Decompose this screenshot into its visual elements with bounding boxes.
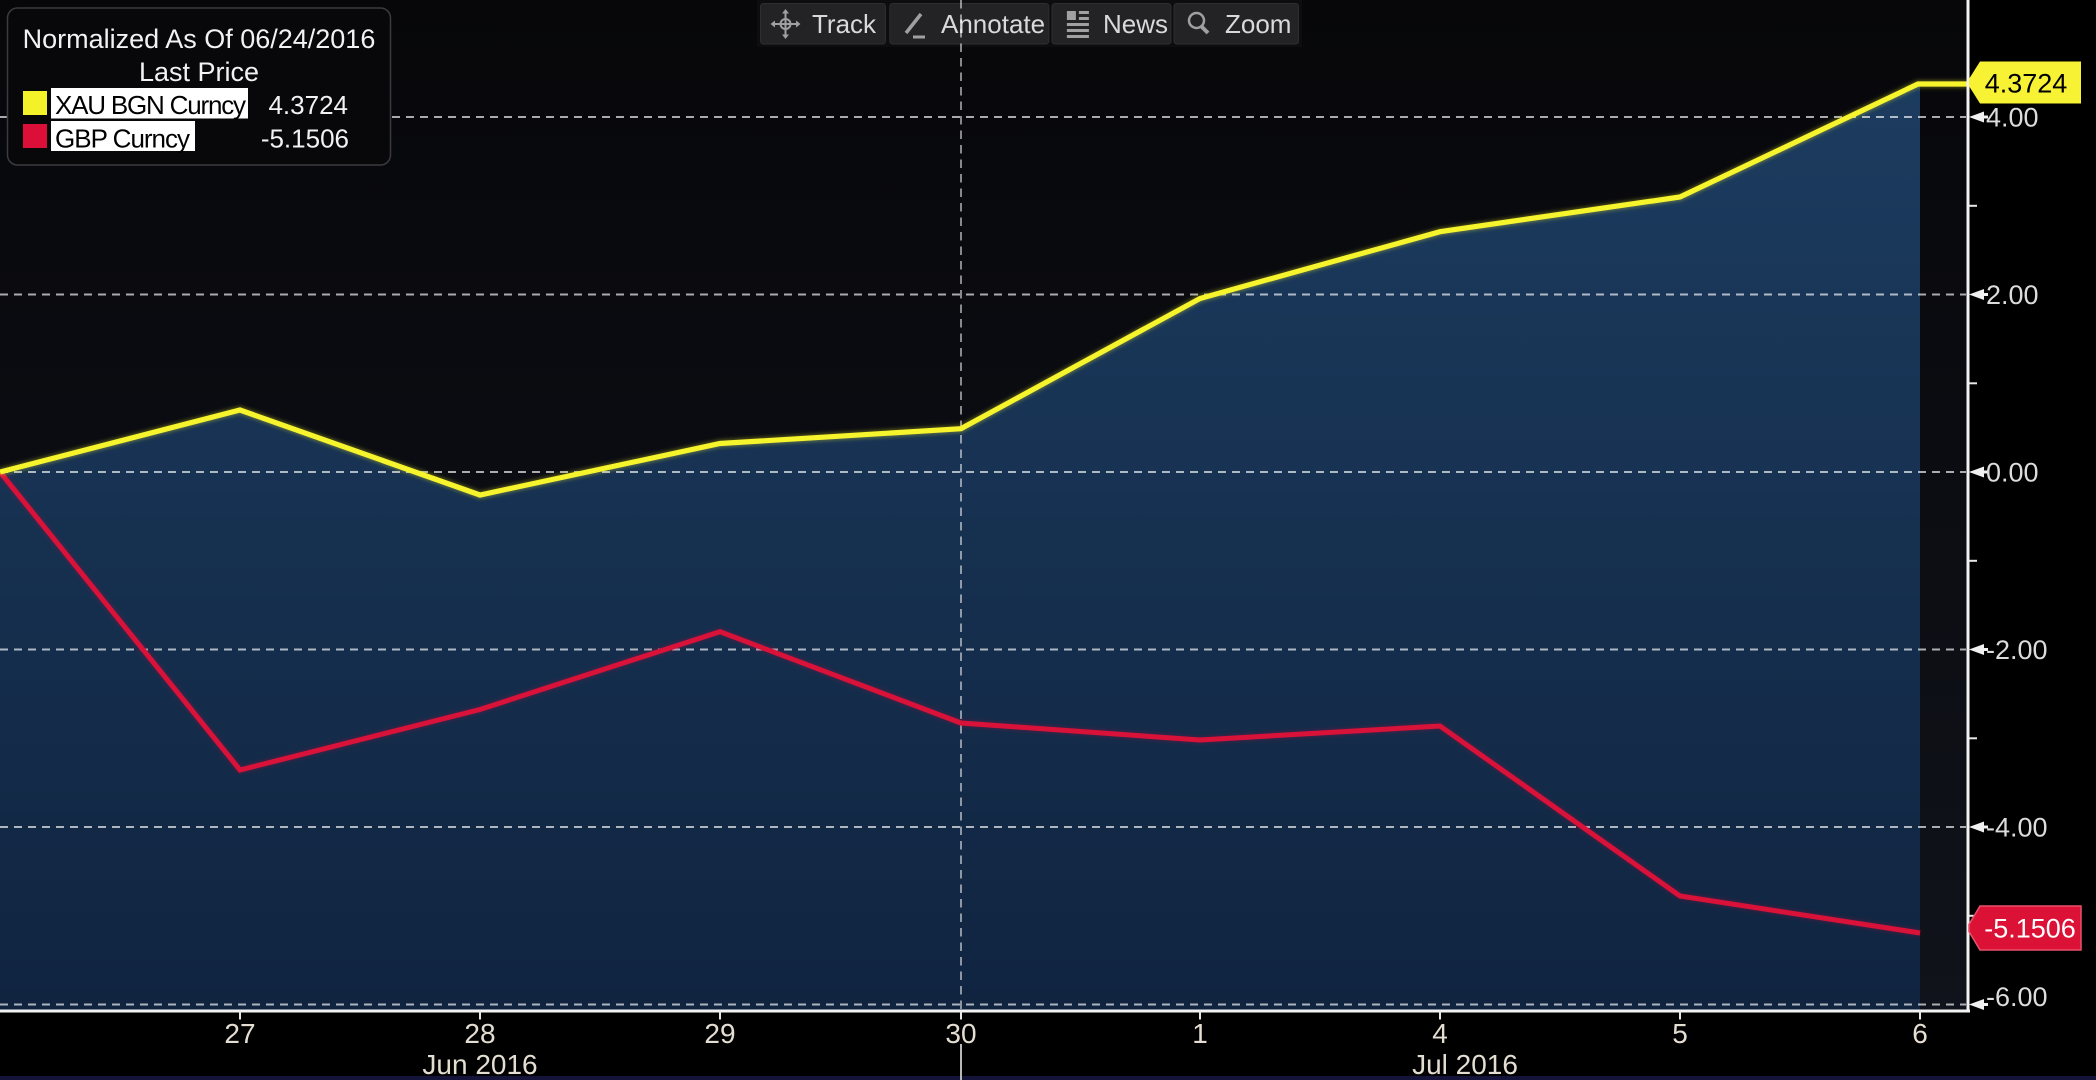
svg-text:27: 27 bbox=[224, 1018, 255, 1049]
svg-text:4: 4 bbox=[1432, 1018, 1448, 1049]
svg-text:0.00: 0.00 bbox=[1986, 458, 2039, 488]
svg-text:4.3724: 4.3724 bbox=[268, 90, 348, 120]
svg-text:28: 28 bbox=[464, 1018, 495, 1049]
svg-text:-2.00: -2.00 bbox=[1986, 635, 2048, 665]
svg-text:Track: Track bbox=[812, 9, 877, 39]
svg-text:Zoom: Zoom bbox=[1225, 9, 1291, 39]
svg-text:Normalized As Of 06/24/2016: Normalized As Of 06/24/2016 bbox=[23, 24, 376, 54]
svg-text:6: 6 bbox=[1912, 1018, 1928, 1049]
svg-text:-5.1506: -5.1506 bbox=[1984, 914, 2076, 944]
svg-text:Last Price: Last Price bbox=[139, 57, 259, 87]
svg-text:-6.00: -6.00 bbox=[1986, 982, 2048, 1012]
svg-text:30: 30 bbox=[945, 1018, 976, 1049]
svg-text:Jun 2016: Jun 2016 bbox=[422, 1049, 537, 1080]
svg-text:-4.00: -4.00 bbox=[1986, 813, 2048, 843]
svg-text:4.3724: 4.3724 bbox=[1985, 69, 2068, 99]
svg-text:4.00: 4.00 bbox=[1986, 103, 2039, 133]
svg-text:1: 1 bbox=[1192, 1018, 1208, 1049]
svg-text:Jul 2016: Jul 2016 bbox=[1412, 1049, 1518, 1080]
svg-text:News: News bbox=[1103, 9, 1168, 39]
svg-text:-5.1506: -5.1506 bbox=[261, 124, 349, 154]
svg-text:5: 5 bbox=[1672, 1018, 1688, 1049]
svg-text:29: 29 bbox=[704, 1018, 735, 1049]
svg-text:2.00: 2.00 bbox=[1986, 280, 2039, 310]
svg-text:GBP Curncy: GBP Curncy bbox=[55, 124, 190, 154]
svg-text:Annotate: Annotate bbox=[941, 9, 1045, 39]
svg-text:XAU BGN Curncy: XAU BGN Curncy bbox=[55, 90, 246, 120]
